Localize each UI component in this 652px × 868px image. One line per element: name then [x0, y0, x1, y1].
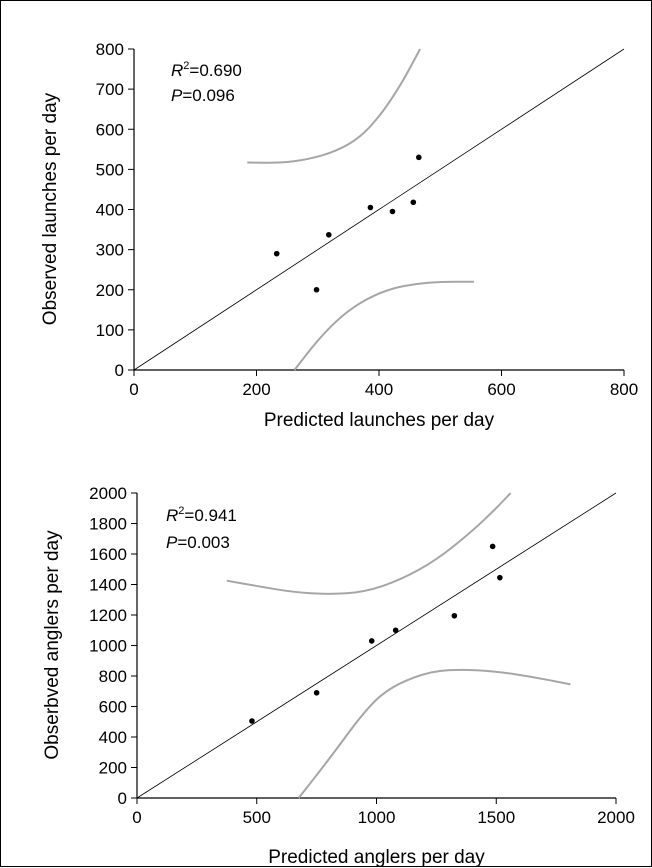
plot-1-data-point	[314, 287, 320, 293]
plot-1-y-tick-label: 800	[96, 40, 124, 59]
plot-2-x-axis-label: Predicted anglers per day	[268, 847, 485, 868]
plot-1-data-point	[368, 205, 374, 211]
plot-1-x-tick-label: 600	[487, 380, 515, 399]
plot-2-lower-confidence-band	[299, 670, 571, 798]
plot-1-y-tick-label: 700	[96, 80, 124, 99]
plot-2-x-tick-label: 500	[243, 808, 271, 827]
plot-1-y-tick-label: 400	[96, 201, 124, 220]
plot-2-y-tick-label: 1400	[89, 576, 127, 595]
plot-1-p-annotation: P=0.096	[171, 86, 235, 105]
plot-1-y-tick-label: 0	[115, 361, 124, 380]
plot-2-data-point	[497, 575, 503, 581]
plot-1-x-axis-label: Predicted launches per day	[264, 410, 495, 431]
plot-2-y-tick-label: 2000	[89, 484, 127, 503]
plot-2-y-tick-label: 1000	[89, 637, 127, 656]
plot-1-y-tick-label: 100	[96, 321, 124, 340]
plot-1-y-tick-label: 600	[96, 120, 124, 139]
plot-1-upper-confidence-band	[247, 49, 420, 163]
plot-2-y-tick-label: 0	[118, 789, 127, 808]
plot-2-data-point	[452, 613, 458, 619]
plot-2-y-tick-label: 200	[99, 759, 127, 778]
plot-1-x-tick-label: 200	[242, 380, 270, 399]
plot-1-x-tick-label: 0	[129, 380, 138, 399]
plot-2-data-point	[314, 690, 320, 696]
plot-2-x-tick-label: 2000	[597, 808, 635, 827]
plot-2-data-point	[393, 627, 399, 633]
plot-2: 0 200 400 600 800 1000 1200 1400 1600 1800 2000 0 50…	[42, 484, 635, 868]
plot-1-data-point	[411, 199, 417, 205]
plot-1-data-point	[326, 232, 332, 238]
plot-1-data-point	[390, 209, 396, 215]
plot-2-y-tick-label: 1200	[89, 606, 127, 625]
plot-2-r2-annotation: R2=0.941	[166, 505, 237, 525]
plot-1-x-tick-label: 400	[365, 380, 393, 399]
plot-2-y-tick-label: 600	[99, 698, 127, 717]
plot-2-x-tick-label: 1500	[477, 808, 515, 827]
plot-2-x-tick-label: 0	[132, 808, 141, 827]
plot-1: 0 100 200 300 400 500 600 700 800 0 200 400 600 800 Pr…	[40, 40, 638, 431]
plot-2-upper-confidence-band	[227, 493, 511, 594]
plot-2-y-tick-label: 1800	[89, 515, 127, 534]
plot-2-y-axis-label: Obserbved anglers per day	[42, 530, 63, 760]
plot-1-data-point	[274, 251, 280, 257]
plot-2-data-point	[249, 718, 255, 724]
plot-1-y-axis-label: Observed launches per day	[40, 92, 61, 325]
plot-2-y-tick-label: 1600	[89, 545, 127, 564]
plot-1-y-tick-label: 200	[96, 281, 124, 300]
plot-1-r2-annotation: R2=0.690	[171, 60, 242, 80]
plot-1-lower-confidence-band	[294, 282, 473, 370]
plot-1-x-tick-label: 800	[610, 380, 638, 399]
plot-2-data-point	[490, 544, 496, 550]
plot-1-y-tick-label: 500	[96, 160, 124, 179]
plot-1-y-tick-label: 300	[96, 241, 124, 260]
plot-2-y-tick-label: 400	[99, 728, 127, 747]
plot-2-y-tick-label: 800	[99, 667, 127, 686]
plot-2-x-tick-label: 1000	[358, 808, 396, 827]
plot-2-data-point	[369, 638, 375, 644]
plot-2-p-annotation: P=0.003	[166, 533, 230, 552]
plot-1-data-point	[416, 155, 422, 161]
